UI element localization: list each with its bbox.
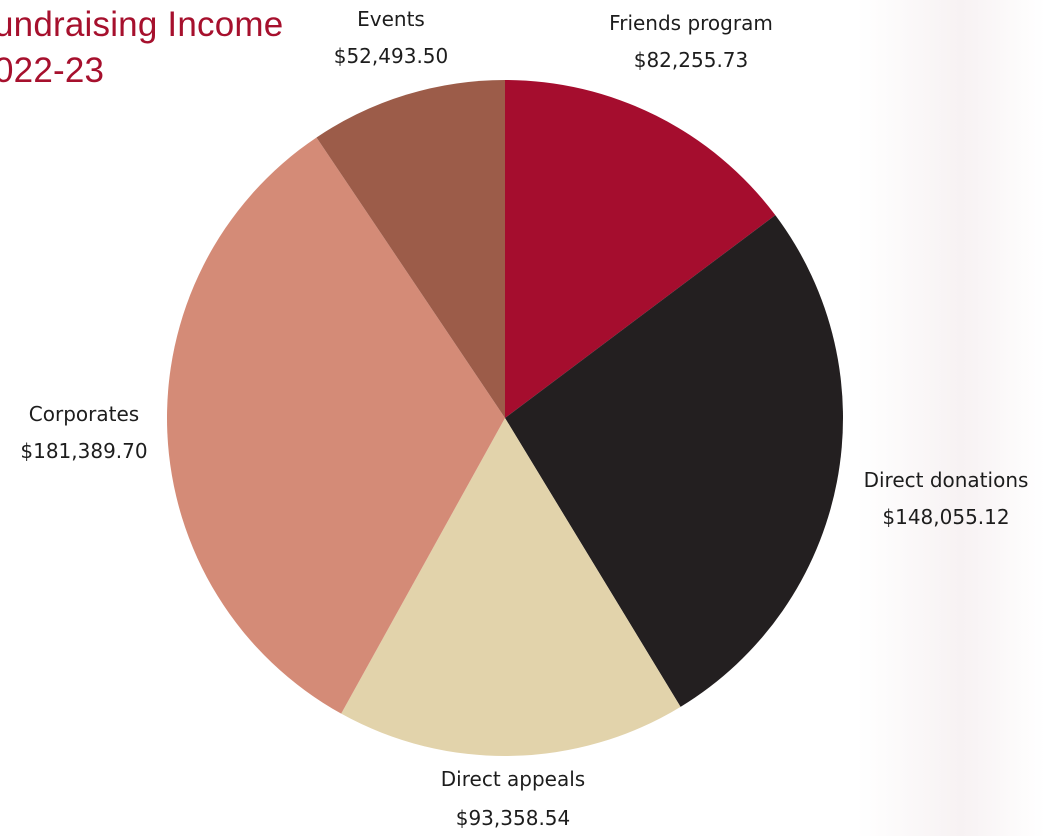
pie-slice-events: [316, 80, 505, 418]
slice-value-direct-donations: $148,055.12: [882, 505, 1009, 529]
pie-slice-friends-program: [505, 80, 776, 418]
pie-slice-direct-appeals: [341, 418, 681, 757]
chart-title-line-2: 022-23: [0, 51, 105, 90]
chart-title-line-1: undraising Income: [0, 5, 284, 44]
slice-value-events: $52,493.50: [334, 44, 449, 68]
slice-value-corporates: $181,389.70: [20, 439, 147, 463]
slice-label-events: Events: [357, 7, 425, 31]
slice-value-friends-program: $82,255.73: [634, 48, 749, 72]
slice-label-corporates: Corporates: [29, 402, 139, 426]
chart-title: undraising Income 022-23: [0, 2, 283, 94]
slice-label-friends-program: Friends program: [609, 11, 773, 35]
slice-label-direct-donations: Direct donations: [864, 468, 1029, 492]
pie-labels: Friends program $82,255.73 Direct donation…: [20, 7, 1028, 830]
slice-label-direct-appeals: Direct appeals: [441, 767, 585, 791]
pie-slices: [167, 80, 843, 757]
pie-slice-corporates: [167, 137, 506, 714]
pie-slice-direct-donations: [505, 215, 843, 707]
slice-value-direct-appeals: $93,358.54: [456, 806, 571, 830]
